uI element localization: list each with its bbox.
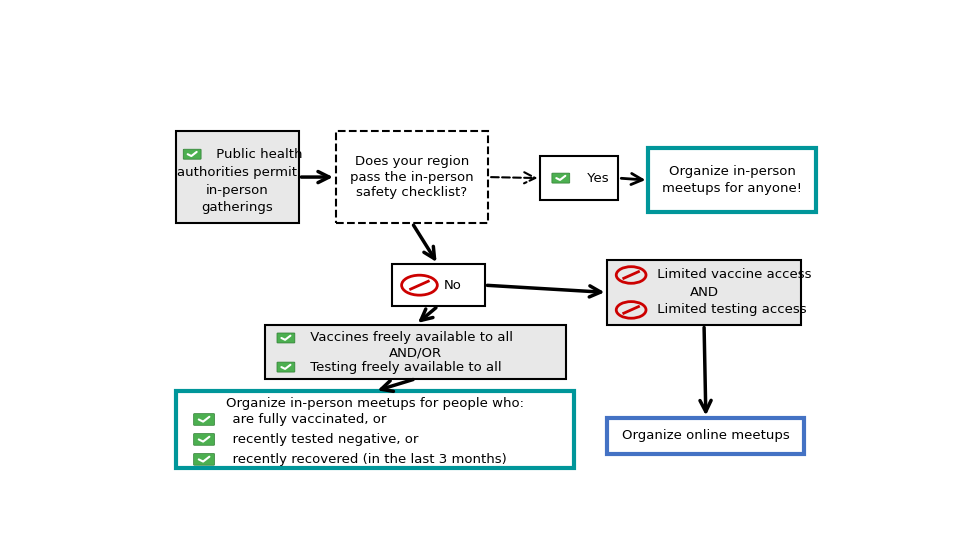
FancyBboxPatch shape <box>336 131 489 223</box>
Text: Public health: Public health <box>211 148 302 161</box>
Text: Organize in-person meetups for people who:: Organize in-person meetups for people wh… <box>226 397 524 410</box>
FancyBboxPatch shape <box>552 173 569 183</box>
FancyBboxPatch shape <box>648 148 816 212</box>
FancyBboxPatch shape <box>265 325 566 379</box>
Text: AND: AND <box>689 286 718 299</box>
Text: authorities permit: authorities permit <box>178 166 298 179</box>
FancyBboxPatch shape <box>176 131 299 223</box>
FancyBboxPatch shape <box>392 265 485 306</box>
FancyBboxPatch shape <box>540 156 618 200</box>
Text: meetups for anyone!: meetups for anyone! <box>662 182 802 195</box>
Text: are fully vaccinated, or: are fully vaccinated, or <box>225 413 387 426</box>
Text: Limited vaccine access: Limited vaccine access <box>654 268 812 281</box>
Text: safety checklist?: safety checklist? <box>356 186 468 199</box>
FancyBboxPatch shape <box>608 418 804 454</box>
Text: recently tested negative, or: recently tested negative, or <box>225 433 419 446</box>
Text: gatherings: gatherings <box>202 201 273 214</box>
Text: Testing freely available to all: Testing freely available to all <box>306 361 502 374</box>
Text: Yes: Yes <box>583 172 609 185</box>
FancyBboxPatch shape <box>176 391 574 468</box>
FancyBboxPatch shape <box>277 362 295 372</box>
Text: pass the in-person: pass the in-person <box>350 171 474 184</box>
FancyBboxPatch shape <box>194 454 214 465</box>
Text: AND/OR: AND/OR <box>389 346 443 359</box>
FancyBboxPatch shape <box>183 149 201 159</box>
FancyBboxPatch shape <box>194 414 214 426</box>
Text: Organize in-person: Organize in-person <box>668 165 796 178</box>
FancyBboxPatch shape <box>194 434 214 445</box>
Text: Does your region: Does your region <box>355 155 469 168</box>
Text: Organize online meetups: Organize online meetups <box>622 429 790 442</box>
Text: recently recovered (in the last 3 months): recently recovered (in the last 3 months… <box>225 453 507 466</box>
Text: No: No <box>444 279 462 292</box>
Text: Vaccines freely available to all: Vaccines freely available to all <box>306 332 513 345</box>
Text: in-person: in-person <box>205 184 269 197</box>
Text: Limited testing access: Limited testing access <box>654 303 807 316</box>
FancyBboxPatch shape <box>277 333 295 343</box>
FancyBboxPatch shape <box>608 260 801 325</box>
